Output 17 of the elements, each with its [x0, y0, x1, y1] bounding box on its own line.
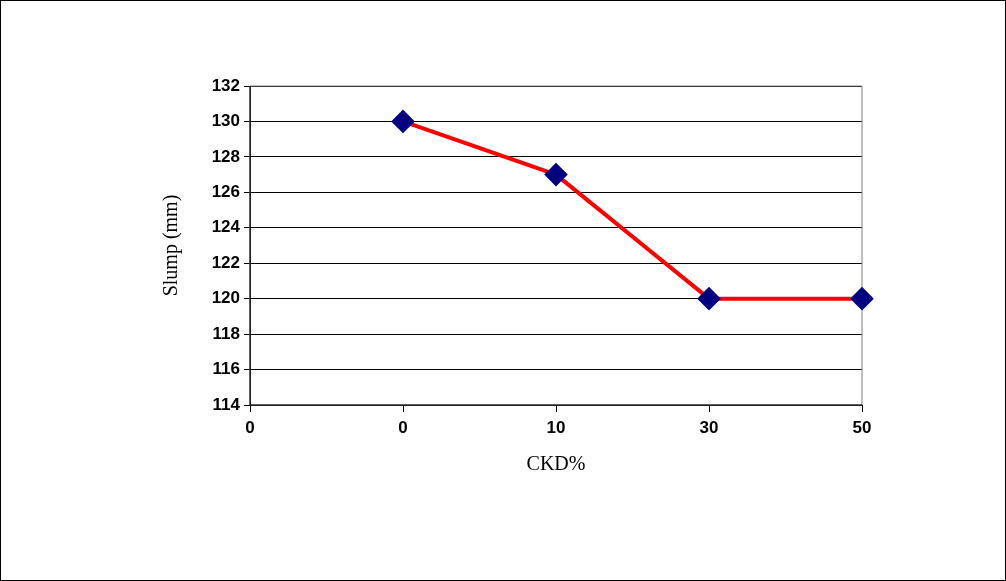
x-tick-label: 10 [546, 417, 566, 437]
x-tick-label: 0 [398, 417, 408, 437]
y-tick-label: 126 [211, 182, 240, 202]
x-axis-title: CKD% [526, 452, 586, 475]
y-tick-label: 116 [212, 359, 240, 379]
y-tick-label: 130 [211, 111, 240, 131]
y-tick-label: 124 [211, 217, 241, 237]
y-tick-label: 128 [211, 146, 240, 166]
y-tick-label: 114 [212, 394, 241, 414]
x-tick-label: 0 [245, 417, 255, 437]
x-tick-label: 30 [699, 417, 719, 437]
y-tick-label: 118 [212, 323, 240, 343]
x-tick-label: 50 [852, 417, 872, 437]
y-tick-label: 120 [211, 288, 240, 308]
y-tick-label: 132 [211, 75, 240, 95]
y-tick-label: 122 [211, 252, 240, 272]
y-axis-title: Slump (mm) [159, 194, 183, 297]
